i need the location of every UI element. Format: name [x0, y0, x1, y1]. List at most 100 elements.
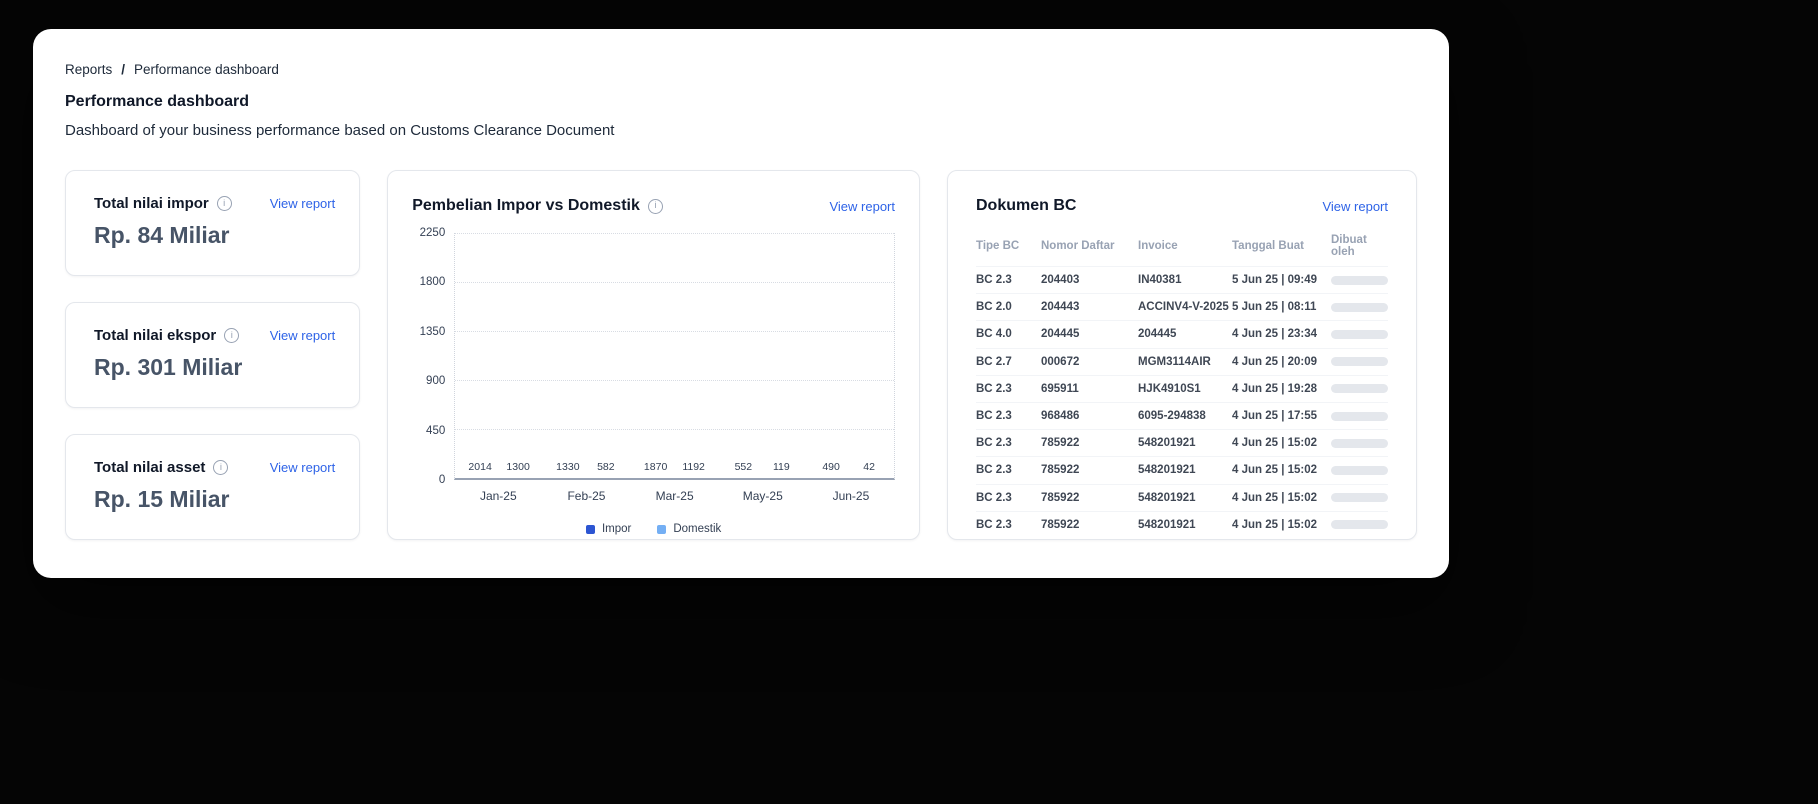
cell-invoice: HJK4910S1 — [1138, 382, 1201, 395]
table-row[interactable]: BC 2.3 785922 548201921 4 Jun 25 | 15:02 — [976, 483, 1388, 511]
cell-nomor: 204403 — [1041, 274, 1080, 287]
cell-tanggal: 4 Jun 25 | 17:55 — [1232, 410, 1318, 423]
gridline — [455, 331, 894, 332]
cell-tipe: BC 2.3 — [976, 410, 1012, 423]
column-header: Tanggal Buat — [1232, 240, 1304, 252]
table-row[interactable]: BC 2.3 695911 HJK4910S1 4 Jun 25 | 19:28 — [976, 374, 1388, 402]
info-icon[interactable]: i — [647, 198, 663, 214]
cell-invoice: IN40381 — [1138, 274, 1182, 287]
table-row[interactable]: BC 2.7 000672 MGM3114AIR 4 Jun 25 | 20:09 — [976, 347, 1388, 375]
view-report-link[interactable]: View report — [1322, 198, 1388, 214]
cell-tanggal: 4 Jun 25 | 15:02 — [1232, 464, 1318, 477]
column-header: Dibuat oleh — [1331, 234, 1367, 258]
stat-label: Total nilai asset — [94, 459, 206, 476]
breadcrumb-current: Performance dashboard — [134, 62, 279, 77]
bar-value-label: 1300 — [506, 461, 530, 473]
cell-invoice: ACCINV4-V-2025 — [1138, 301, 1229, 314]
x-tick-label: Feb-25 — [567, 489, 606, 503]
table-row[interactable]: BC 2.3 785922 548201921 4 Jun 25 | 15:02 — [976, 456, 1388, 483]
stat-value: Rp. 301 Miliar — [94, 354, 243, 380]
info-icon[interactable]: i — [224, 328, 240, 343]
table-title: Dokumen BC — [976, 197, 1077, 214]
bar-value-label: 490 — [822, 461, 840, 473]
page-title: Performance dashboard — [65, 93, 250, 110]
table-header-row: Tipe BC Nomor Daftar Invoice Tanggal Buat Di… — [976, 230, 1388, 266]
cell-tipe: BC 2.7 — [976, 355, 1012, 368]
column-header: Nomor Daftar — [1041, 240, 1115, 252]
cell-tipe: BC 4.0 — [976, 328, 1012, 341]
gridline — [455, 429, 894, 430]
bar-value-label: 1192 — [682, 461, 705, 473]
legend-swatch — [585, 524, 595, 534]
cell-tanggal: 4 Jun 25 | 20:09 — [1232, 355, 1318, 368]
x-tick-label: Jan-25 — [479, 489, 517, 503]
bar-value-label: 119 — [772, 461, 790, 473]
cell-nomor: 785922 — [1041, 491, 1080, 504]
gridline — [455, 380, 894, 381]
table-row[interactable]: BC 2.3 785922 548201921 4 Jun 25 | 15:02 — [976, 510, 1388, 538]
x-tick-label: Jun-25 — [832, 489, 870, 503]
cell-tipe: BC 2.3 — [976, 491, 1012, 504]
stat-label: Total nilai impor — [94, 195, 209, 212]
cell-nomor: 695911 — [1041, 382, 1079, 395]
cell-tanggal: 5 Jun 25 | 08:11 — [1232, 301, 1317, 314]
view-report-link[interactable]: View report — [829, 198, 895, 214]
cell-tipe: BC 2.3 — [976, 382, 1012, 395]
cell-tanggal: 4 Jun 25 | 15:02 — [1232, 491, 1318, 504]
table-row[interactable]: BC 2.0 204443 ACCINV4-V-2025 5 Jun 25 | 08:… — [976, 293, 1388, 320]
cell-tipe: BC 2.3 — [976, 274, 1012, 287]
cell-nomor: 785922 — [1041, 464, 1080, 477]
cell-tipe: BC 2.0 — [976, 301, 1012, 314]
x-axis-labels: Jan-25 Feb-25 Mar-25 May-25 Jun-25 — [454, 489, 895, 503]
cell-nomor: 000672 — [1041, 355, 1080, 368]
stat-value: Rp. 15 Miliar — [94, 486, 230, 512]
gridline — [455, 233, 894, 234]
bar-value-label: 1330 — [556, 461, 580, 473]
stat-cards-column: Total nilai impor i View report Rp. 84 M… — [65, 170, 361, 540]
skeleton-pill — [1331, 384, 1388, 394]
skeleton-pill — [1331, 493, 1388, 503]
bar-chart: 2250 1800 1350 900 450 0 2014 1300 1330 582 1870 1… — [412, 227, 895, 486]
breadcrumb-reports[interactable]: Reports — [65, 62, 113, 77]
view-report-link[interactable]: View report — [269, 460, 336, 475]
info-icon[interactable]: i — [216, 196, 232, 211]
table-row[interactable]: BC 4.0 204445 204445 4 Jun 25 | 23:34 — [976, 320, 1388, 347]
cell-tipe: BC 2.3 — [976, 464, 1012, 477]
y-tick-label: 2250 — [419, 227, 446, 239]
stat-value: Rp. 84 Miliar — [94, 222, 230, 248]
cell-invoice: 548201921 — [1138, 518, 1196, 531]
cell-tanggal: 4 Jun 25 | 15:02 — [1232, 518, 1318, 531]
table-row[interactable]: BC 2.3 204403 IN40381 5 Jun 25 | 09:49 — [976, 266, 1388, 293]
view-report-link[interactable]: View report — [269, 328, 336, 343]
column-header: Invoice — [1138, 240, 1178, 252]
card-total-nilai-asset: Total nilai asset i View report Rp. 15 M… — [65, 434, 361, 540]
cell-invoice: MGM3114AIR — [1138, 355, 1211, 368]
legend-item-domestik: Domestik — [657, 523, 721, 535]
cell-invoice: 548201921 — [1138, 464, 1196, 477]
info-icon[interactable]: i — [213, 460, 229, 475]
cell-invoice: 204445 — [1138, 328, 1177, 341]
page-subtitle: Dashboard of your business performance b… — [65, 122, 615, 139]
table-row[interactable]: BC 2.3 785922 548201921 4 Jun 25 | 15:02 — [976, 429, 1388, 456]
dashboard-panel: Reports / Performance dashboard Performa… — [33, 29, 1449, 578]
y-tick-label: 900 — [426, 375, 446, 388]
cell-nomor: 968486 — [1041, 410, 1080, 423]
skeleton-pill — [1331, 357, 1388, 367]
cell-nomor: 204443 — [1041, 301, 1080, 314]
cell-tanggal: 4 Jun 25 | 23:34 — [1232, 328, 1318, 341]
card-total-nilai-impor: Total nilai impor i View report Rp. 84 M… — [65, 170, 361, 276]
stat-label: Total nilai ekspor — [94, 327, 217, 344]
table-row[interactable]: BC 2.3 968486 6095-294838 4 Jun 25 | 17:55 — [976, 401, 1388, 429]
skeleton-pill — [1331, 329, 1388, 339]
skeleton-pill — [1331, 302, 1388, 312]
gridline — [455, 282, 894, 283]
plot-area: 2014 1300 1330 582 1870 1192 552 119 490 42 — [454, 233, 895, 480]
y-tick-label: 450 — [426, 424, 446, 437]
cell-invoice: 548201921 — [1138, 437, 1196, 450]
dashboard-content: Total nilai impor i View report Rp. 84 M… — [65, 170, 1417, 540]
bar-value-label: 582 — [597, 461, 615, 473]
legend-label: Domestik — [673, 523, 722, 535]
view-report-link[interactable]: View report — [269, 196, 336, 211]
bar-value-label: 552 — [734, 461, 753, 473]
cell-tipe: BC 2.3 — [976, 437, 1012, 450]
